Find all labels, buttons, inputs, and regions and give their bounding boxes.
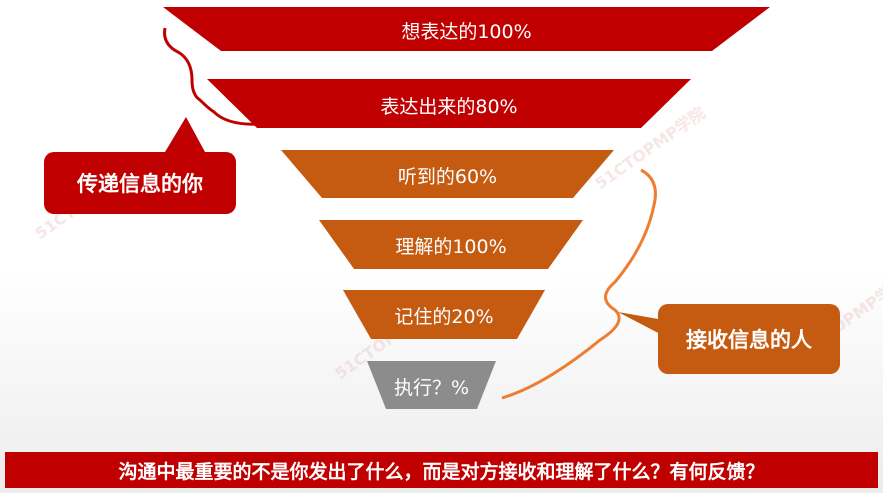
funnel-level-5-label: 记住的20% bbox=[394, 306, 494, 328]
funnel-level-5 bbox=[343, 290, 545, 339]
funnel-level-3 bbox=[281, 150, 614, 198]
receiver-callout-label: 接收信息的人 bbox=[686, 328, 812, 352]
sender-callout-pointer bbox=[165, 117, 205, 152]
funnel-level-1 bbox=[163, 7, 770, 51]
funnel-level-6-label: 执行？% bbox=[393, 377, 470, 399]
sender-callout: 传递信息的你 bbox=[44, 152, 236, 214]
funnel-level-3-label: 听到的60% bbox=[397, 166, 498, 188]
funnel-level-2-label: 表达出来的80% bbox=[380, 96, 518, 118]
sender-brace bbox=[163, 27, 263, 126]
funnel-level-1-label: 想表达的100% bbox=[401, 21, 532, 43]
footer-banner: 沟通中最重要的不是你发出了什么，而是对方接收和理解了什么？有何反馈？ bbox=[5, 452, 878, 488]
sender-callout-label: 传递信息的你 bbox=[77, 172, 203, 196]
footer-text: 沟通中最重要的不是你发出了什么，而是对方接收和理解了什么？有何反馈？ bbox=[118, 460, 765, 483]
funnel-level-6 bbox=[367, 361, 496, 409]
funnel-level-4-label: 理解的100% bbox=[395, 236, 507, 258]
receiver-callout-pointer bbox=[618, 312, 664, 336]
receiver-brace bbox=[501, 168, 657, 400]
funnel-level-4 bbox=[319, 220, 583, 269]
funnel-level-2 bbox=[207, 79, 691, 128]
receiver-callout: 接收信息的人 bbox=[658, 304, 840, 374]
